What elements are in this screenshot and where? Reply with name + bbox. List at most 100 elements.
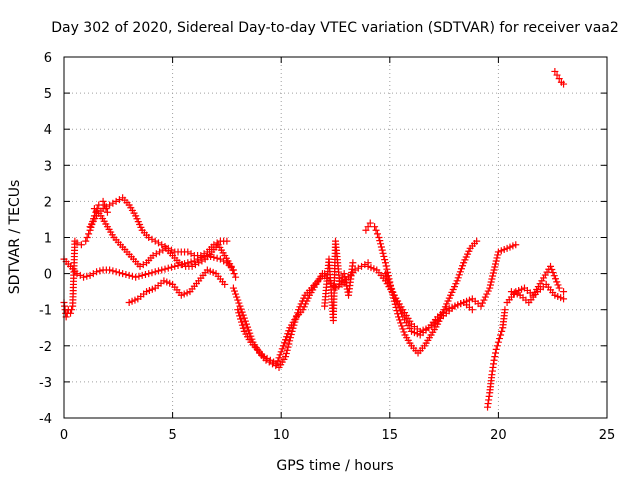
data-point [140,290,148,298]
data-point [109,199,117,207]
data-point [384,276,392,284]
data-point [183,289,191,297]
data-point [497,331,505,339]
data-point [406,324,414,332]
data-point [86,271,94,279]
data-point [498,327,506,335]
data-point [385,279,393,287]
data-point [164,264,172,272]
y-tick-label: -4 [39,412,52,427]
data-point [112,268,120,276]
data-point [373,230,381,238]
data-point [239,324,247,332]
y-tick-label: 2 [44,195,52,210]
data-point [148,269,156,277]
data-point [454,274,462,282]
data-point [287,331,295,339]
data-point [213,254,221,262]
series-arc-k [381,270,476,339]
data-point [493,254,501,262]
data-point [362,226,370,234]
y-tick-label: -3 [39,376,52,391]
series-arc-l [484,306,509,411]
x-tick-label: 20 [490,428,507,443]
data-point [158,266,166,274]
series-arc-i [362,219,481,357]
data-point [400,328,408,336]
data-point [219,249,227,257]
series-arc-e [125,266,229,306]
y-tick-label: 4 [44,123,52,138]
data-point [173,256,181,264]
data-point [89,270,97,278]
data-point [143,231,151,239]
data-point [64,260,72,268]
data-point [491,353,499,361]
data-point [492,349,500,357]
data-point [134,260,142,268]
data-point [147,254,155,262]
data-point [154,267,162,275]
data-point [286,334,294,342]
x-axis-label: GPS time / hours [276,458,393,474]
grid-lines [64,57,607,418]
data-point [82,237,90,245]
data-point [388,285,396,293]
data-point [229,266,237,274]
data-point [549,289,557,297]
data-point [560,288,568,296]
data-point [201,269,209,277]
series-arc-m [503,262,568,306]
data-point [457,300,465,308]
y-tick-label: 6 [44,51,52,66]
x-tick-label: 0 [60,428,68,443]
data-point [159,246,167,254]
data-point [285,340,293,348]
data-point [237,318,245,326]
data-point [425,334,433,342]
data-point [560,80,568,88]
data-point [184,259,192,267]
data-point [396,307,404,315]
data-point [286,337,294,345]
data-point [76,271,84,279]
data-point [137,223,145,231]
data-point [358,262,366,270]
data-points [60,67,568,411]
data-point [493,342,501,350]
data-point [550,272,558,280]
data-point [132,273,140,281]
data-point [206,250,214,258]
data-point [371,223,379,231]
x-tick-label: 5 [168,428,176,443]
data-point [531,290,539,298]
data-point [487,278,495,286]
data-point [518,285,526,293]
data-point [246,329,254,337]
data-point [151,237,159,245]
data-point [128,272,136,280]
data-point [310,283,318,291]
data-point [238,321,246,329]
y-tick-label: 5 [44,87,52,102]
data-point [115,196,123,204]
data-point [91,215,99,223]
data-point [240,314,248,322]
data-point [448,304,456,312]
data-point [242,320,250,328]
data-point [383,273,391,281]
data-point [235,309,243,317]
data-point [418,344,426,352]
data-point [152,250,160,258]
data-point [431,319,439,327]
data-point [71,240,79,248]
data-point [83,272,91,280]
data-point [238,308,246,316]
data-point [393,297,401,305]
data-point [386,282,394,290]
data-point [138,271,146,279]
data-point [194,252,202,260]
series-arc-h [321,237,357,325]
data-point [492,257,500,265]
